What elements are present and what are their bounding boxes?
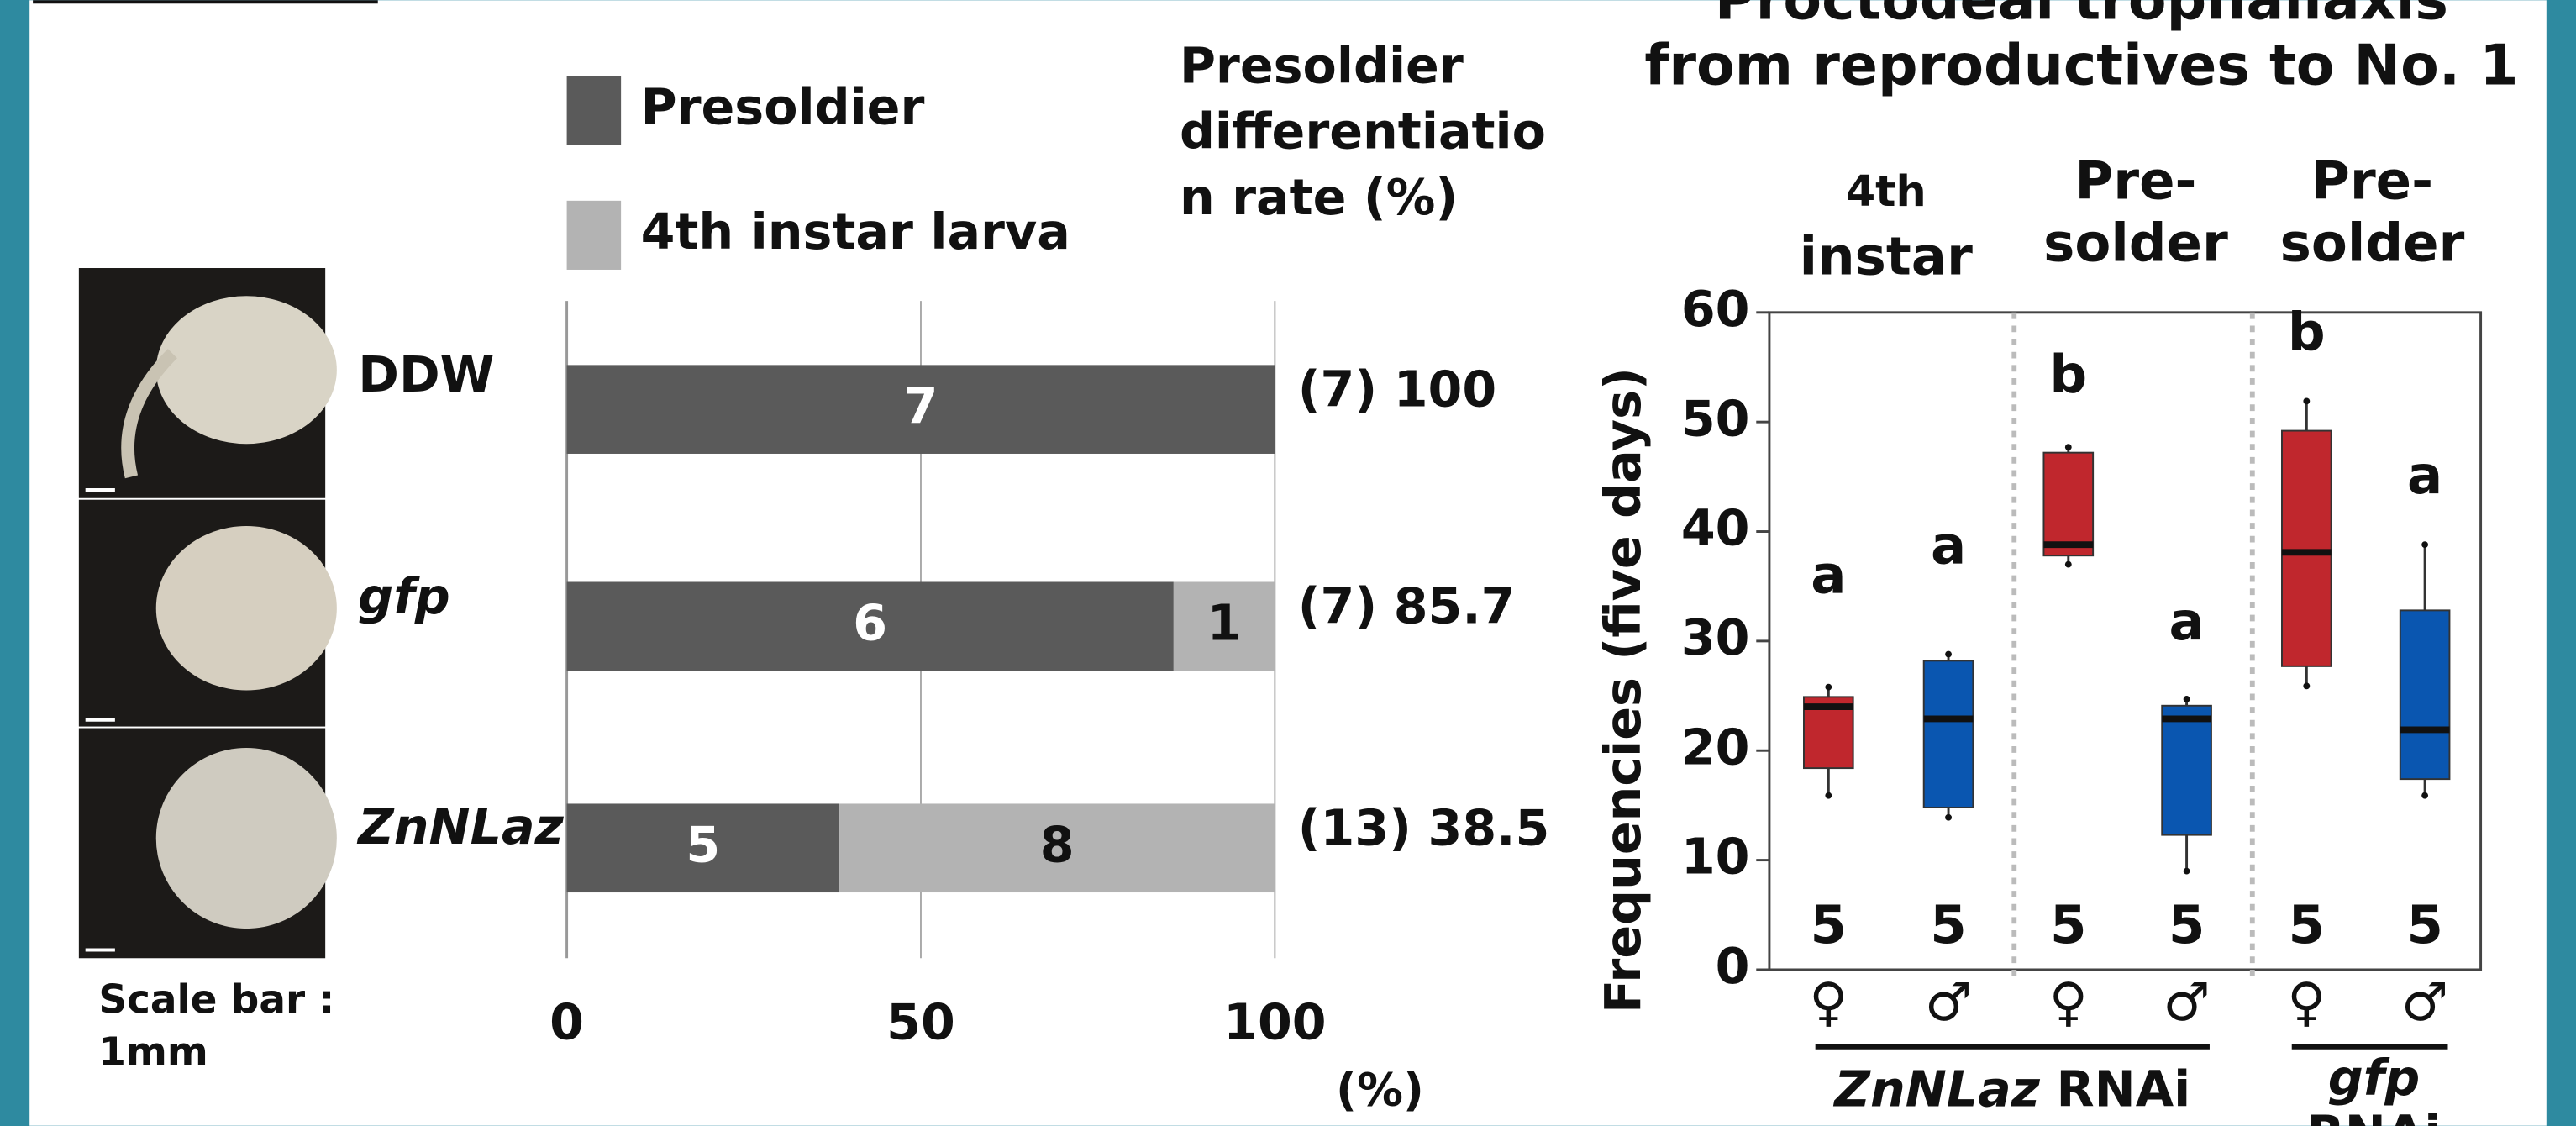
group-header: solder: [2043, 213, 2228, 274]
significance-letter: a: [2169, 591, 2204, 652]
rate-label: (7) 85.7: [1298, 578, 1516, 635]
y-tick-label: 40: [1681, 500, 1750, 557]
y-tick-label: 30: [1681, 609, 1750, 666]
significance-letter: b: [2288, 301, 2326, 362]
group-suffix: RNAi: [2056, 1061, 2190, 1118]
sample-size: 5: [2050, 894, 2087, 955]
group-gene: ZnNLaz: [1832, 1061, 2040, 1118]
photo-specimen: [156, 296, 337, 444]
whisker-max: [2065, 444, 2072, 450]
rate-title: Presoldier: [1180, 38, 1464, 95]
sample-size: 5: [1930, 894, 1967, 955]
group-suffix: RNAi: [2307, 1106, 2442, 1126]
x-tick-label: ♂: [2163, 971, 2211, 1033]
x-tick-label: 100: [1223, 994, 1326, 1051]
group-header: solder: [2280, 213, 2465, 274]
whisker-min: [2184, 868, 2190, 875]
y-tick-label: 0: [1716, 938, 1750, 995]
category-label: DDW: [358, 346, 494, 403]
x-tick-label: ♂: [1925, 971, 1972, 1033]
whisker-min: [2065, 561, 2072, 568]
bar-count-label: 7: [904, 377, 938, 434]
legend-label: Presoldier: [641, 78, 925, 135]
y-tick-label: 50: [1681, 390, 1750, 447]
group-header: instar: [1800, 225, 1973, 287]
y-axis-label: Frequencies (five days): [1595, 367, 1652, 1013]
group-header: 4th: [1846, 166, 1927, 216]
legend-swatch: [567, 76, 622, 145]
sample-size: 5: [2406, 894, 2443, 955]
y-tick-label: 60: [1681, 281, 1750, 338]
whisker-min: [2421, 792, 2428, 799]
chart-title: Proctodeal trophallaxis: [1715, 0, 2448, 32]
photo-specimen: [156, 748, 337, 929]
photo-specimen: [156, 526, 337, 691]
category-label: ZnNLaz: [356, 798, 564, 855]
group-gene: gfp: [2328, 1050, 2421, 1107]
whisker-max: [1945, 651, 1952, 658]
x-tick-label: ♀: [2049, 971, 2088, 1033]
scale-caption: Scale bar :: [98, 977, 334, 1023]
x-tick-label: 0: [549, 994, 584, 1051]
sample-size: 5: [2169, 894, 2205, 955]
whisker-min: [1825, 792, 1832, 799]
x-tick-label: ♂: [2401, 971, 2448, 1033]
rate-total: (7): [1298, 578, 1377, 635]
slide: Scale bar : 1mm 050100(%)Presoldier4th i…: [0, 0, 2576, 1126]
x-tick-label: ♀: [2287, 971, 2326, 1033]
bar-count-label: 1: [1207, 594, 1242, 651]
bar-count-label: 5: [686, 816, 720, 873]
whisker-max: [2421, 541, 2428, 548]
rate-value: 85.7: [1394, 578, 1516, 635]
box: [2400, 610, 2450, 779]
rate-value: 38.5: [1428, 800, 1550, 857]
rate-total: (13): [1298, 800, 1412, 857]
category-label: gfp: [358, 568, 450, 625]
sample-size: 5: [2289, 894, 2326, 955]
rate-label: (7) 100: [1298, 361, 1496, 418]
bar-count-label: 6: [853, 594, 887, 651]
rate-value: 100: [1394, 361, 1496, 418]
legend-swatch: [567, 201, 622, 270]
photos: [79, 268, 337, 958]
scale-caption: 1mm: [98, 1029, 208, 1076]
chart-title: from reproductives to No. 1: [1644, 32, 2518, 97]
box: [2162, 706, 2211, 835]
group-header: Pre-: [2074, 150, 2196, 211]
rate-title: n rate (%): [1180, 169, 1458, 226]
legend-label: 4th instar larva: [641, 203, 1070, 260]
sample-size: 5: [1811, 894, 1848, 955]
significance-letter: b: [2049, 344, 2087, 405]
whisker-max: [2303, 397, 2310, 404]
x-tick-label: ♀: [1809, 971, 1848, 1033]
rate-total: (7): [1298, 361, 1377, 418]
group-header: Pre-: [2311, 150, 2433, 211]
significance-letter: a: [2407, 445, 2442, 506]
y-tick-label: 10: [1681, 829, 1750, 886]
rate-title: differentiatio: [1180, 103, 1546, 160]
significance-letter: a: [1811, 545, 1846, 606]
box: [1924, 660, 1974, 808]
significance-letter: a: [1931, 514, 1966, 576]
x-tick-label: 50: [886, 994, 955, 1051]
x-axis-label: (%): [1336, 1063, 1424, 1117]
page: {"scale_bar_caption": ["Scale bar :", "1…: [0, 0, 2576, 1126]
whisker-min: [2303, 682, 2310, 689]
whisker-min: [1945, 814, 1952, 821]
y-tick-label: 20: [1681, 718, 1750, 776]
box: [2282, 431, 2332, 666]
box: [2043, 453, 2093, 556]
bar-count-label: 8: [1040, 816, 1075, 873]
whisker-max: [1825, 684, 1832, 691]
group-label: ZnNLaz RNAi: [1832, 1061, 2190, 1118]
whisker-max: [2184, 696, 2190, 702]
